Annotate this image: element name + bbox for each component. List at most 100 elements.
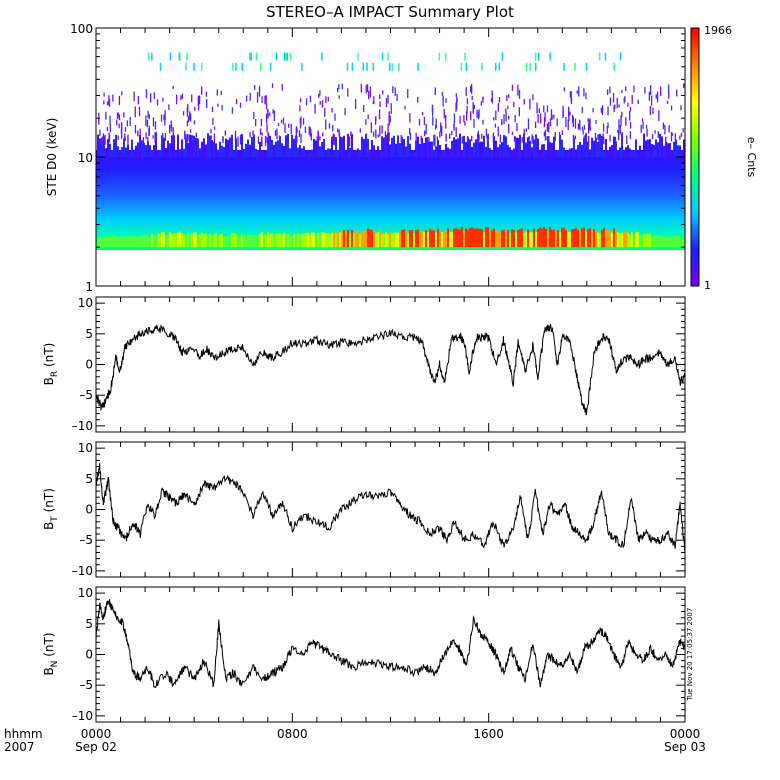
spectrogram-speckle <box>186 52 188 61</box>
spectrogram-speckle <box>153 144 155 157</box>
spectrogram-speckle <box>511 150 513 157</box>
spectrogram-speckle <box>629 106 632 112</box>
x-tick-date-label: Sep 03 <box>664 740 706 754</box>
spectrogram-speckle <box>609 134 611 142</box>
bn-series-line <box>95 598 686 689</box>
spectrogram-speckle <box>172 135 174 145</box>
bt-y-ticks: 10 5 0 –5 –10 <box>72 441 685 578</box>
spectrogram-speckle <box>614 104 616 110</box>
spectrogram-speckle <box>618 129 620 141</box>
spectrogram-speckle <box>513 148 515 157</box>
spectrogram-speckle <box>579 119 581 131</box>
spectrogram-speckle <box>680 132 683 137</box>
spectrogram-low-energy-column <box>171 233 173 248</box>
spectrogram-speckle <box>159 150 161 157</box>
spectrogram-speckle <box>546 136 548 141</box>
spectrogram-speckle <box>167 140 169 157</box>
spectrogram-speckle <box>148 125 151 136</box>
spectrogram-speckle <box>427 140 429 157</box>
spectrogram-speckle <box>227 139 229 157</box>
spectrogram-speckle <box>321 142 323 157</box>
spectrogram-speckle <box>205 99 208 109</box>
br-y-tick-label: 10 <box>78 296 93 310</box>
spectrogram-low-energy-column <box>345 230 347 248</box>
spectrogram-speckle <box>531 134 533 144</box>
spectrogram-speckle <box>155 131 157 140</box>
spectrogram-speckle <box>99 129 101 137</box>
spectrogram-speckle <box>518 107 521 117</box>
spectrogram-speckle <box>111 150 113 157</box>
spectrogram-speckle <box>525 128 527 132</box>
spectrogram-speckle <box>367 138 369 157</box>
spectrogram-speckle <box>667 143 669 157</box>
spectrogram-speckle <box>117 112 119 118</box>
spectrogram-low-energy-column <box>325 232 327 248</box>
spectrogram-low-energy-column <box>573 228 575 248</box>
spectrogram-low-energy-column <box>187 232 189 248</box>
spectrogram-speckle <box>116 112 119 119</box>
spectrogram-speckle <box>389 144 391 157</box>
spectrogram-speckle <box>275 52 278 61</box>
spectrogram-speckle <box>105 148 107 157</box>
spectrogram-low-energy-column <box>395 232 397 248</box>
spectrogram-speckle <box>277 140 279 157</box>
spectrogram-low-energy-column <box>369 229 371 248</box>
spectrogram-speckle <box>486 136 489 143</box>
spectrogram-low-energy-column <box>293 234 295 248</box>
spectrogram-speckle <box>598 52 601 61</box>
spectrogram-speckle <box>437 140 439 157</box>
spectrogram-low-energy-column <box>193 232 195 248</box>
spectrogram-speckle <box>328 123 331 129</box>
spectrogram-speckle <box>521 136 523 143</box>
bn-y-tick-label: 10 <box>78 586 93 600</box>
spectrogram-low-energy-column <box>585 231 587 248</box>
spectrogram-speckle <box>555 151 557 157</box>
spectrogram-speckle <box>237 150 239 157</box>
spectrogram-speckle <box>249 132 251 138</box>
spectrogram-speckle <box>646 128 648 137</box>
spectrogram-speckle <box>577 144 579 157</box>
spectrogram-low-energy-column <box>459 229 461 248</box>
spectrogram-speckle <box>471 84 473 94</box>
spectrogram-low-energy-column <box>99 237 101 248</box>
spectrogram-speckle <box>338 84 340 90</box>
spectrogram-speckle <box>537 113 539 124</box>
spectrogram-speckle <box>455 139 457 157</box>
spectrogram-low-energy-column <box>285 234 287 248</box>
spectrogram-speckle <box>385 134 387 157</box>
spectrogram-speckle <box>203 138 205 157</box>
spectrogram-speckle <box>648 91 651 101</box>
spectrogram-speckle <box>409 132 412 141</box>
spectrogram-low-energy-column <box>265 234 267 248</box>
spectrogram-speckle <box>407 136 409 157</box>
spectrogram-speckle <box>120 129 123 134</box>
spectrogram-speckle <box>199 148 201 157</box>
spectrogram-speckle <box>573 137 575 157</box>
spectrogram-speckle <box>372 101 374 105</box>
spectrogram-speckle <box>321 100 324 108</box>
spectrogram-speckle <box>353 152 355 157</box>
spectrogram-speckle <box>629 148 631 157</box>
spectrogram-speckle <box>124 127 127 132</box>
spectrogram-speckle <box>507 105 509 110</box>
spectrogram-speckle <box>121 91 123 96</box>
spectrogram-low-energy-column <box>461 227 463 248</box>
bn-panel: 10 5 0 –5 –10 BN (nT) Tue Nov 20 17:05:37 20… <box>42 586 694 723</box>
spectrogram-speckle <box>357 148 359 157</box>
spectrogram-speckle <box>387 123 389 134</box>
spectrogram-speckle <box>370 122 373 134</box>
spectrogram-speckle <box>155 133 157 157</box>
spectrogram-speckle <box>193 120 196 125</box>
spectrogram-speckle <box>613 105 615 112</box>
spectrogram-speckle <box>453 123 455 129</box>
spectrogram-low-energy-column <box>177 232 179 248</box>
spectrogram-speckle <box>453 137 455 157</box>
spectrogram-speckle <box>641 118 644 122</box>
spectrogram-speckle <box>633 150 635 157</box>
spectrogram-speckle <box>481 62 483 71</box>
spectrogram-speckle <box>267 137 269 157</box>
spectrogram-speckle <box>439 131 441 138</box>
spectrogram-low-energy-column <box>273 234 275 248</box>
spectrogram-speckle <box>629 121 632 129</box>
